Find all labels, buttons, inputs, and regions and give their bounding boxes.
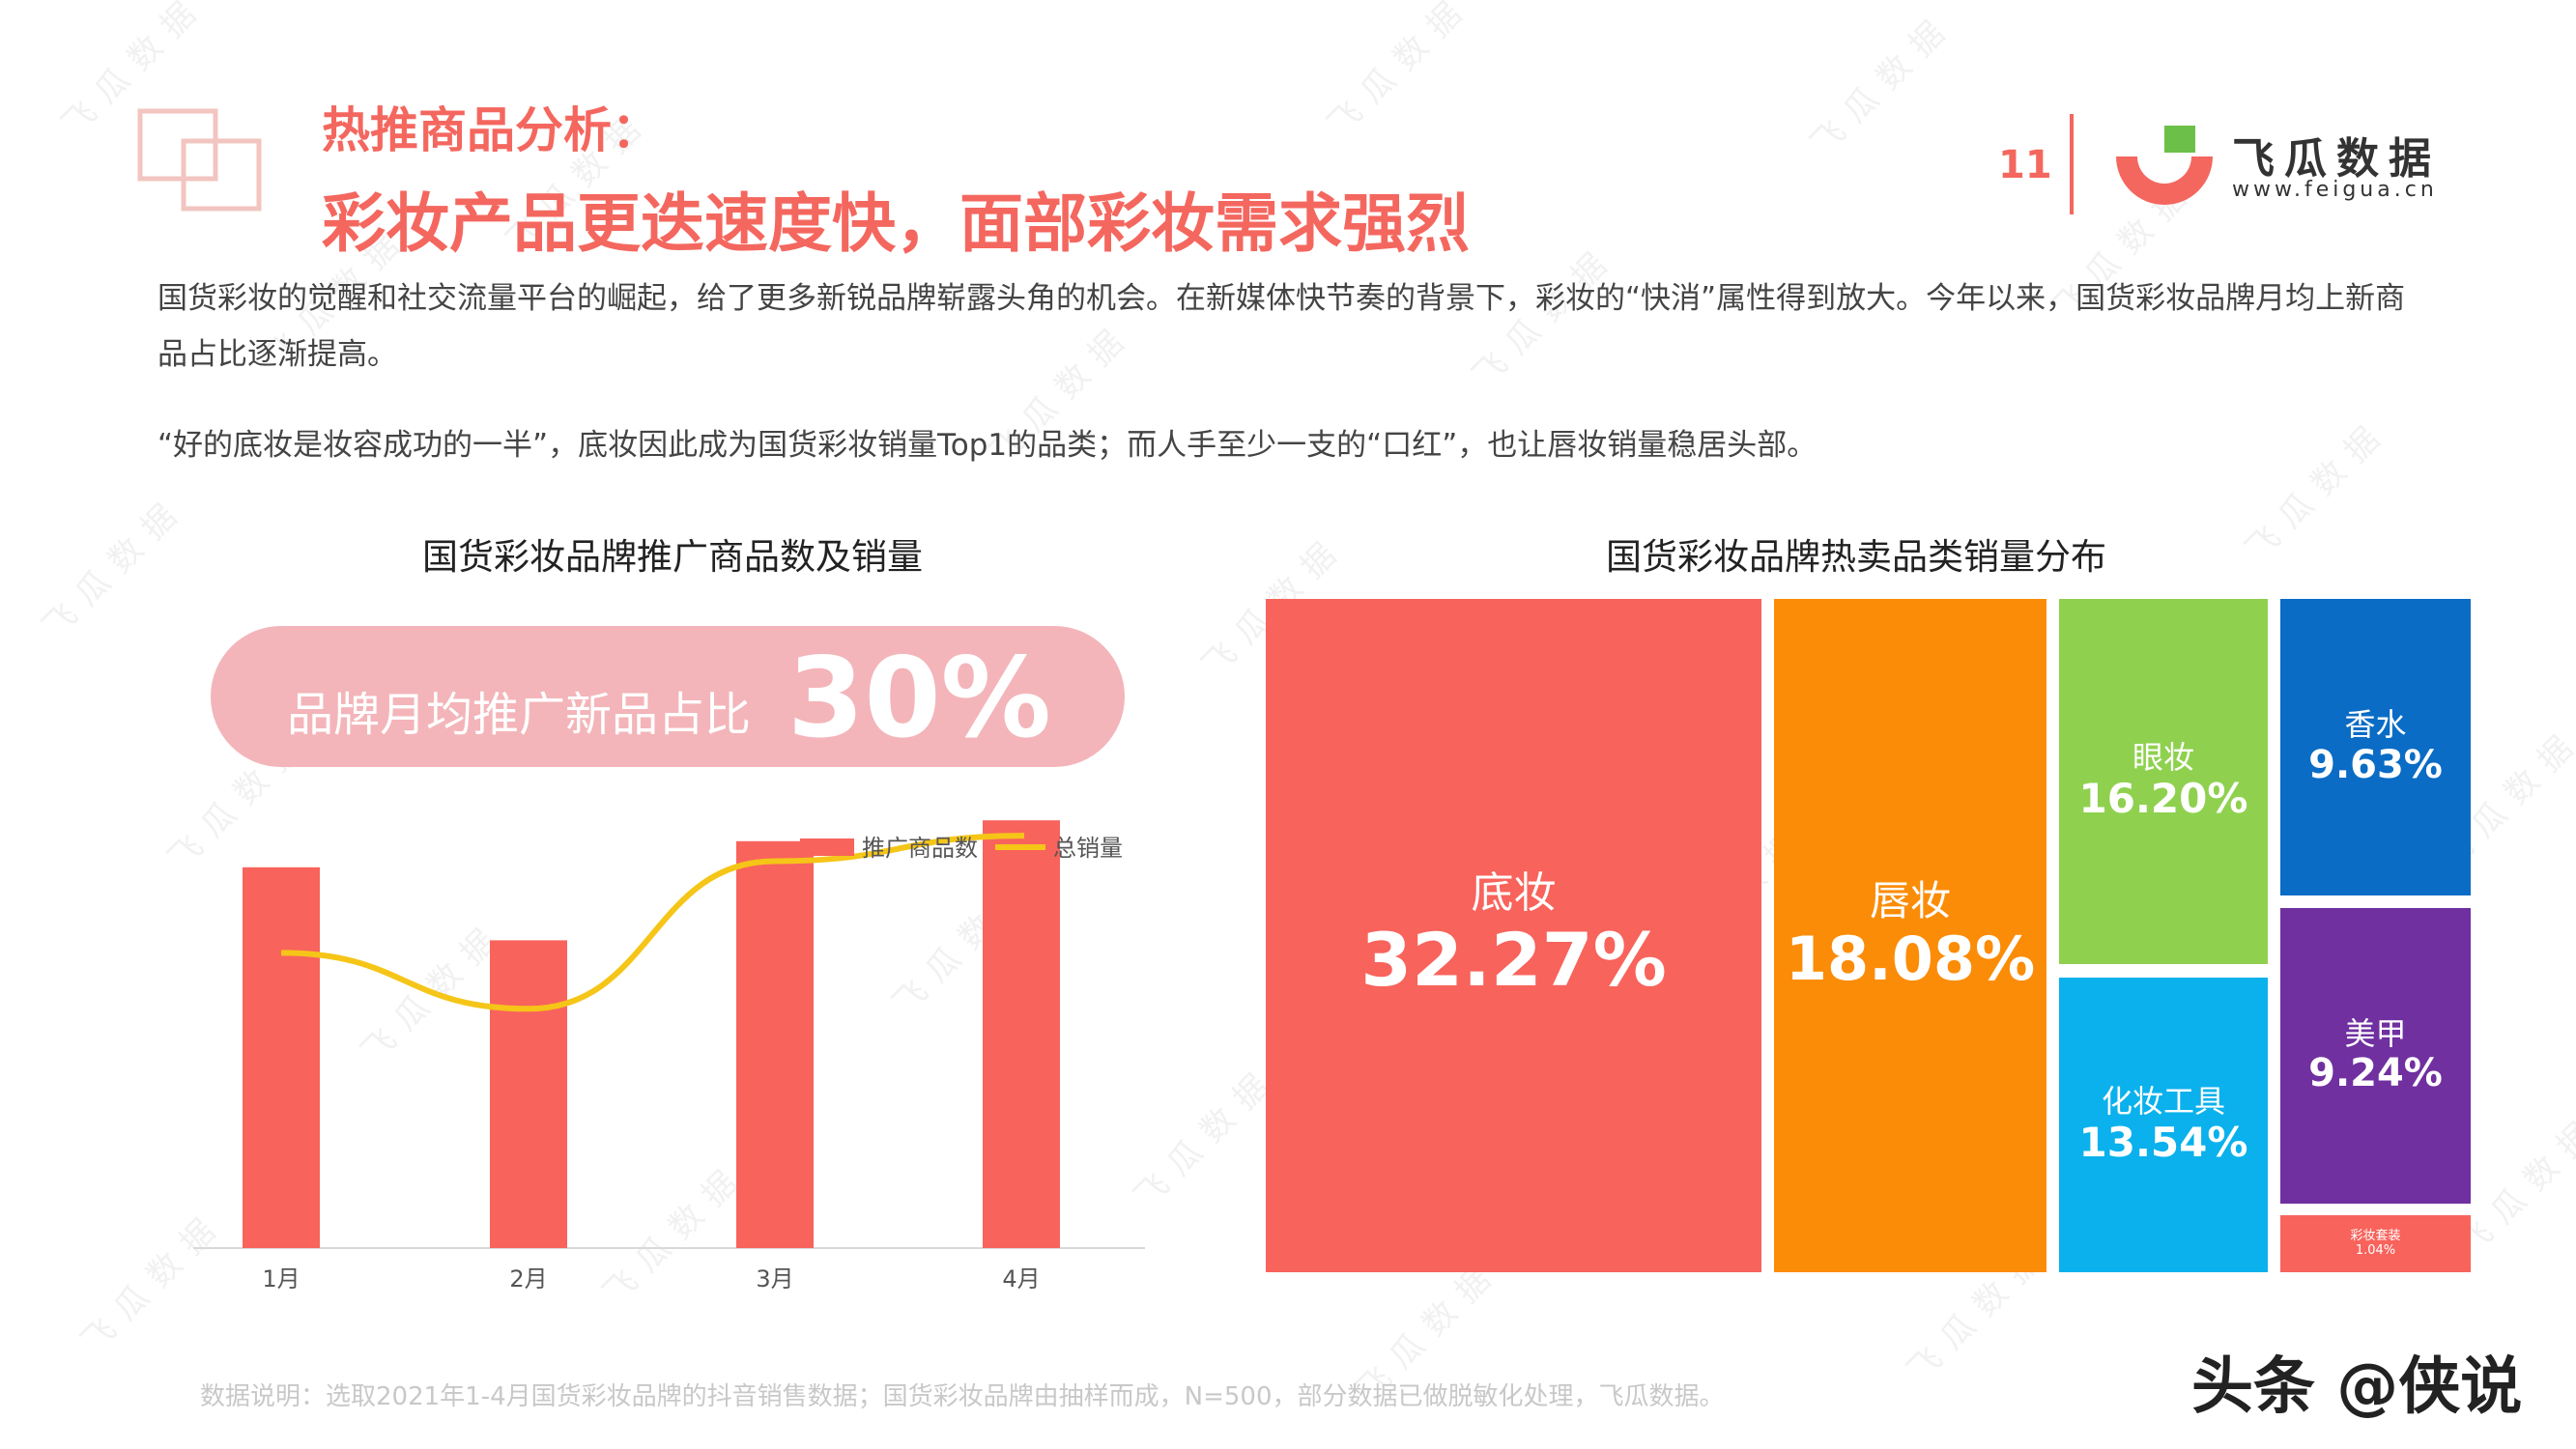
x-tick-label: 4月 bbox=[1002, 1265, 1040, 1293]
x-tick-label: 1月 bbox=[262, 1265, 300, 1293]
watermark-text: 飞瓜数据 bbox=[1658, 815, 1818, 975]
left-chart-subtitle: 国货彩妆品牌推广商品数及销量 bbox=[422, 536, 923, 578]
legend-bar-label: 推广商品数 bbox=[862, 835, 978, 862]
highlight-pill bbox=[211, 626, 1125, 767]
combo-chart: 1月 2月 3月 4月 推广商品数 总销量 bbox=[193, 820, 1145, 1293]
header-squares-icon bbox=[137, 108, 262, 212]
page-number: 11 bbox=[1998, 143, 2052, 187]
treemap-tile-percent: 18.08% bbox=[1785, 923, 2036, 994]
treemap-tile-percent: 1.04% bbox=[2355, 1242, 2396, 1258]
watermark-text: 飞瓜数据 bbox=[1900, 1231, 2059, 1390]
treemap-tile: 眼妆 16.20% bbox=[2059, 599, 2268, 964]
watermark-text: 飞瓜数据 bbox=[1803, 4, 1962, 163]
bar-4 bbox=[983, 820, 1060, 1248]
x-tick-label: 3月 bbox=[756, 1265, 793, 1293]
page-title-line2: 彩妆产品更迭速度快，面部彩妆需求强烈 bbox=[322, 186, 1470, 261]
treemap-tile-name: 眼妆 bbox=[2132, 739, 2194, 777]
treemap-tile: 化妆工具 13.54% bbox=[2059, 978, 2268, 1272]
treemap-tile-percent: 9.24% bbox=[2308, 1051, 2443, 1096]
data-note: 数据说明：选取2021年1-4月国货彩妆品牌的抖音销售数据；国货彩妆品牌由抽样而… bbox=[200, 1382, 1725, 1411]
treemap-tile-name: 美甲 bbox=[2344, 1014, 2407, 1052]
treemap-tile-percent: 16.20% bbox=[2078, 775, 2248, 823]
treemap-tile-name: 底妆 bbox=[1471, 867, 1557, 918]
treemap-tile-name: 化妆工具 bbox=[2101, 1082, 2225, 1120]
intro-paragraph-1: 国货彩妆的觉醒和社交流量平台的崛起，给了更多新锐品牌崭露头角的机会。在新媒体快节… bbox=[157, 281, 2406, 372]
highlight-label: 品牌月均推广新品占比 bbox=[287, 688, 752, 742]
right-chart-subtitle: 国货彩妆品牌热卖品类销量分布 bbox=[1606, 536, 2106, 578]
header-divider bbox=[2070, 114, 2074, 214]
watermark-text: 飞瓜数据 bbox=[2431, 719, 2576, 878]
treemap-tile-name: 唇妆 bbox=[1869, 876, 1951, 924]
credit-text: 头条 @侠说 bbox=[2191, 1351, 2523, 1423]
watermark-text: 飞瓜数据 bbox=[1320, 0, 1479, 144]
bar-3 bbox=[736, 840, 814, 1248]
intro-paragraph-2: “好的底妆是妆容成功的一半”，底妆因此成为国货彩妆销量Top1的品类；而人手至少… bbox=[157, 428, 1818, 463]
legend-bar-swatch bbox=[800, 838, 854, 856]
sales-line bbox=[280, 833, 1025, 1012]
legend-line-label: 总销量 bbox=[1053, 835, 1123, 862]
treemap-tile-name: 香水 bbox=[2344, 706, 2407, 744]
treemap-tile-percent: 9.63% bbox=[2308, 742, 2443, 787]
feigua-logo-icon bbox=[2116, 126, 2213, 205]
bar-1 bbox=[243, 867, 320, 1248]
bar-2 bbox=[490, 940, 567, 1248]
treemap-tile-percent: 13.54% bbox=[2078, 1118, 2248, 1166]
treemap-tile: 彩妆套装 1.04% bbox=[2280, 1215, 2471, 1272]
brand-name: 飞瓜数据 bbox=[2232, 134, 2441, 184]
treemap-tile-percent: 32.27% bbox=[1360, 917, 1667, 1004]
watermark-text: 飞瓜数据 bbox=[2450, 1105, 2576, 1264]
watermark-text: 飞瓜数据 bbox=[1851, 603, 2011, 762]
treemap-tile: 美甲 9.24% bbox=[2280, 908, 2471, 1204]
treemap-tile-name: 彩妆套装 bbox=[2350, 1228, 2401, 1243]
brand-url: www.feigua.cn bbox=[2232, 178, 2438, 202]
page-title-line1: 热推商品分析： bbox=[322, 102, 660, 158]
x-tick-label: 2月 bbox=[509, 1265, 547, 1293]
highlight-value: 30% bbox=[787, 634, 1051, 762]
